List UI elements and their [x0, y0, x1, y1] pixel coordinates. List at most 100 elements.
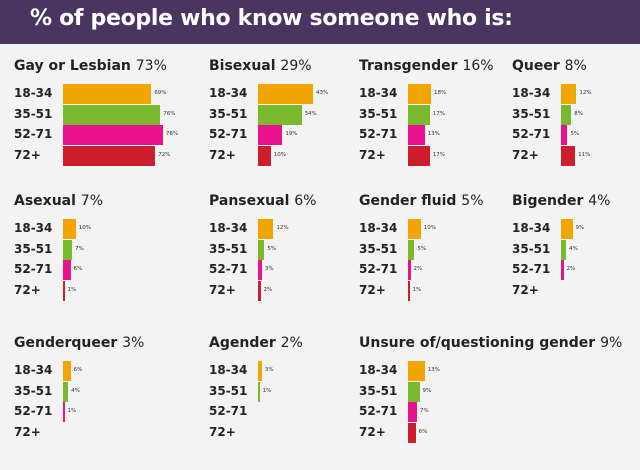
panel-category-name: Bigender [512, 193, 589, 209]
bar-35-51 [258, 239, 265, 260]
bar-value-label: 6% [73, 367, 83, 373]
bar-value-label: 2% [263, 286, 273, 293]
panel-overall-value: 4% [588, 193, 611, 209]
age-group-label: 52-71 [512, 262, 551, 276]
bar-35-51 [258, 104, 302, 125]
bar-value-label: 7% [74, 245, 84, 252]
bar-value-label: 6% [73, 266, 83, 272]
title-banner: % of people who know someone who is: [0, 0, 640, 44]
bar-35-51 [408, 104, 430, 125]
bar-value-label: 72% [158, 151, 171, 158]
age-group-label: 52-71 [14, 404, 53, 418]
bar-52-71 [63, 402, 65, 422]
bar-18-34 [63, 219, 76, 239]
bar-value-label: 11% [578, 151, 591, 158]
bar-value-label: 4% [569, 245, 578, 252]
panel-overall-value: 5% [461, 193, 484, 209]
age-group-label: 72+ [14, 424, 41, 439]
age-group-label: 18-34 [209, 86, 248, 100]
panel-title: Gender fluid 5% [359, 193, 484, 209]
bar-value-label: 43% [316, 90, 329, 96]
bar-52-71 [408, 402, 417, 422]
age-group-label: 18-34 [14, 221, 53, 235]
panel-category-name: Transgender [359, 58, 463, 74]
panel-title: Pansexual 6% [209, 193, 316, 209]
panel-title: Unsure of/questioning gender 9% [359, 335, 622, 351]
bar-value-label: 10% [78, 225, 92, 231]
age-group-label: 72+ [209, 282, 236, 297]
bar-18-34 [408, 361, 425, 381]
bar-value-label: 10% [273, 151, 287, 158]
bar-value-label: 18% [434, 90, 447, 96]
age-group-label: 52-71 [14, 127, 53, 141]
age-group-label: 52-71 [512, 127, 551, 141]
bar-52-71 [63, 260, 71, 280]
age-group-label: 18-34 [209, 363, 248, 377]
panel-category-name: Pansexual [209, 193, 295, 209]
bar-value-label: 1% [67, 408, 77, 414]
bar-52-71 [561, 125, 568, 145]
bar-value-label: 78% [165, 131, 179, 137]
bar-72 [258, 145, 271, 166]
age-group-label: 52-71 [14, 262, 53, 276]
bar-35-51 [258, 381, 260, 402]
bar-72 [408, 280, 410, 301]
age-group-label: 35-51 [359, 106, 398, 121]
age-group-label: 52-71 [359, 127, 398, 141]
age-group-label: 18-34 [359, 86, 398, 100]
bar-72 [561, 145, 576, 166]
bar-18-34 [63, 361, 71, 381]
age-group-label: 18-34 [14, 363, 53, 377]
bar-value-label: 1% [412, 286, 422, 293]
bar-value-label: 34% [304, 110, 317, 117]
bar-52-71 [63, 125, 163, 145]
age-group-label: 72+ [359, 424, 386, 439]
bar-35-51 [408, 381, 420, 402]
panel-overall-value: 73% [135, 58, 167, 74]
bar-35-51 [63, 104, 161, 125]
bar-18-34 [258, 219, 274, 239]
panel-title: Agender 2% [209, 335, 303, 351]
age-group-label: 18-34 [14, 86, 53, 100]
age-group-label: 72+ [512, 147, 539, 162]
bar-18-34 [561, 219, 573, 239]
bar-35-51 [561, 239, 567, 260]
panel-title: Transgender 16% [359, 58, 494, 74]
bar-18-34 [408, 84, 432, 104]
bar-35-51 [63, 381, 69, 402]
bar-value-label: 3% [264, 367, 274, 373]
age-group-label: 35-51 [359, 383, 398, 398]
panel-category-name: Gay or Lesbian [14, 58, 136, 74]
panel-title: Bigender 4% [512, 193, 610, 209]
bar-52-71 [408, 260, 411, 280]
age-group-label: 35-51 [14, 383, 53, 398]
age-group-label: 72+ [14, 147, 41, 162]
panel-title: Asexual 7% [14, 193, 103, 209]
age-group-label: 35-51 [512, 106, 551, 121]
panel-title: Gay or Lesbian 73% [14, 58, 167, 74]
panel-category-name: Gender fluid [359, 193, 462, 209]
bar-value-label: 5% [267, 245, 277, 252]
panel-overall-value: 3% [122, 335, 145, 351]
age-group-label: 72+ [209, 424, 236, 439]
panel-category-name: Unsure of/questioning gender [359, 335, 601, 351]
panel-title: Queer 8% [512, 58, 587, 74]
age-group-label: 52-71 [209, 262, 248, 276]
bar-value-label: 17% [432, 110, 445, 117]
age-group-label: 18-34 [512, 221, 551, 235]
bar-52-71 [258, 260, 262, 280]
bar-value-label: 12% [276, 225, 289, 231]
bar-72 [408, 145, 430, 166]
bar-value-label: 5% [417, 245, 427, 252]
panel-title: Bisexual 29% [209, 58, 312, 74]
bar-18-34 [258, 361, 262, 381]
panel-overall-value: 6% [294, 193, 317, 209]
bar-value-label: 4% [71, 387, 80, 394]
panel-overall-value: 9% [600, 335, 623, 351]
age-group-label: 35-51 [14, 241, 53, 256]
age-group-label: 35-51 [359, 241, 398, 256]
bar-value-label: 1% [67, 286, 77, 293]
bar-72 [63, 145, 156, 166]
age-group-label: 35-51 [14, 106, 53, 121]
bar-value-label: 9% [422, 387, 432, 394]
